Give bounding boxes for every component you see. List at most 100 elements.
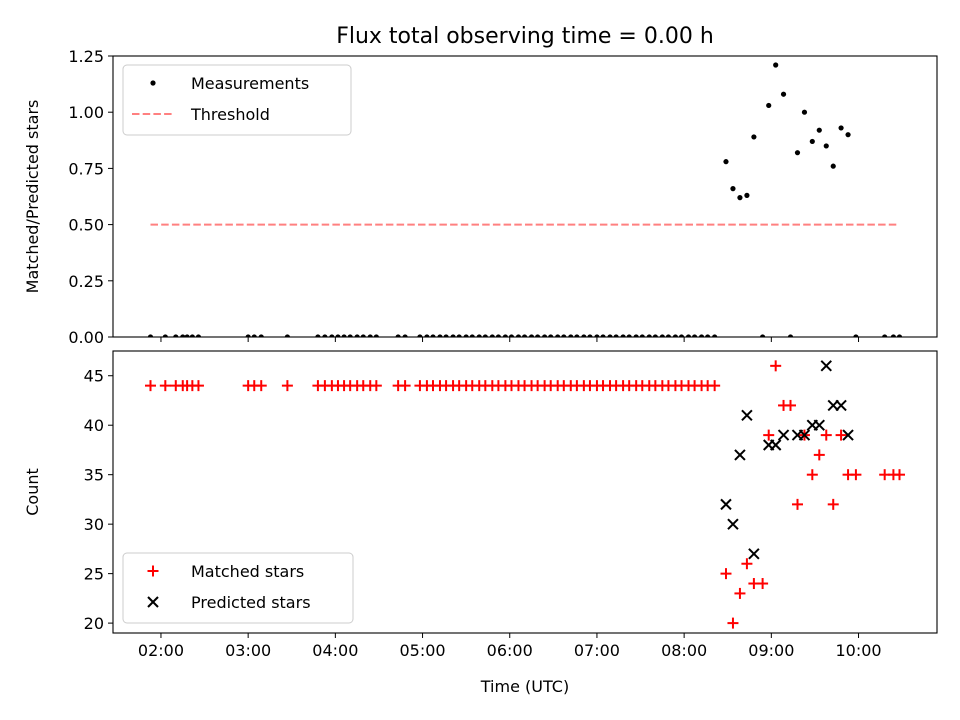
y-tick-label: 40	[84, 416, 104, 435]
data-point	[896, 334, 903, 337]
data-point	[489, 334, 495, 337]
data-point	[633, 334, 639, 337]
x-tick-label: 02:00	[138, 641, 184, 660]
data-point	[424, 334, 430, 337]
data-point	[284, 334, 290, 337]
y-tick-label: 35	[84, 466, 104, 485]
data-point	[801, 109, 808, 115]
data-point	[744, 192, 750, 198]
data-point	[463, 334, 469, 337]
data-point	[555, 334, 561, 337]
legend-box	[122, 552, 354, 624]
data-point	[430, 334, 436, 337]
data-point	[370, 380, 382, 392]
legend: Matched stars Predicted stars	[122, 552, 354, 624]
data-point	[251, 334, 257, 337]
data-point	[255, 380, 267, 392]
data-point	[816, 127, 822, 133]
data-point	[322, 334, 328, 337]
x-tick-label: 03:00	[225, 641, 271, 660]
data-point	[813, 449, 825, 461]
data-point	[705, 334, 711, 337]
data-point	[882, 334, 888, 337]
data-point	[835, 399, 847, 412]
data-point	[723, 159, 729, 165]
data-point	[476, 334, 482, 337]
data-point	[548, 334, 554, 337]
data-point	[192, 380, 204, 392]
data-point	[315, 334, 321, 337]
data-point	[830, 163, 836, 169]
data-point	[842, 429, 854, 441]
legend-label: Measurements	[191, 74, 309, 93]
x-axis-label: Time (UTC)	[480, 677, 569, 696]
data-point	[748, 548, 760, 560]
data-point	[787, 334, 794, 337]
series-matched-stars	[144, 360, 906, 629]
data-point	[727, 617, 739, 629]
data-point	[469, 334, 475, 337]
data-point	[720, 568, 732, 580]
data-point	[845, 132, 851, 138]
data-point	[450, 334, 456, 337]
data-point	[780, 91, 787, 97]
data-point	[521, 334, 528, 337]
x-tick-label: 04:00	[312, 641, 358, 660]
data-point	[515, 334, 522, 337]
data-point	[838, 125, 844, 131]
data-point	[798, 429, 811, 441]
data-point	[508, 334, 515, 337]
plot-area	[144, 360, 906, 629]
data-point	[144, 380, 156, 392]
data-point	[769, 439, 782, 451]
data-point	[698, 334, 705, 337]
series-predicted-stars	[720, 360, 854, 560]
legend-label: Matched stars	[191, 562, 304, 581]
data-point	[639, 334, 645, 337]
data-point	[600, 334, 606, 337]
data-point	[665, 334, 672, 337]
data-point	[685, 334, 692, 337]
ratio-panel: 0.00 0.25 0.50 0.75 1.00 1.25 Matched/Predicte…	[23, 47, 938, 347]
axes-frame	[112, 55, 938, 338]
data-point	[820, 429, 832, 441]
data-point	[456, 334, 462, 337]
data-point	[173, 334, 179, 337]
data-point	[402, 334, 408, 337]
data-point	[443, 334, 449, 337]
data-point	[613, 334, 619, 337]
data-point	[360, 334, 366, 337]
y-axis-label: Matched/Predicted stars	[23, 100, 42, 294]
data-point	[751, 134, 757, 140]
data-point	[335, 334, 341, 337]
data-point	[347, 334, 353, 337]
legend: Measurements Threshold	[122, 64, 352, 136]
data-point	[730, 186, 736, 192]
data-point	[395, 334, 401, 337]
data-point	[777, 429, 790, 441]
data-point	[147, 334, 154, 337]
data-point	[561, 334, 567, 337]
data-point	[827, 498, 839, 510]
y-axis-label: Count	[23, 468, 42, 516]
data-point	[853, 334, 859, 337]
data-point	[482, 334, 488, 337]
data-point	[180, 334, 186, 337]
legend-marker-swatch	[147, 596, 159, 608]
data-point	[528, 334, 535, 337]
chart-title: Flux total observing time = 0.00 h	[336, 24, 714, 49]
data-point	[820, 360, 832, 372]
data-point	[502, 334, 508, 337]
data-point	[495, 334, 502, 337]
data-point	[437, 334, 443, 337]
x-tick-label: 07:00	[574, 641, 620, 660]
legend-label: Threshold	[190, 105, 270, 124]
data-point	[691, 334, 698, 337]
data-point	[341, 334, 347, 337]
data-point	[741, 409, 753, 422]
legend-entry: Predicted stars	[147, 593, 311, 612]
data-point	[189, 334, 195, 337]
data-point	[785, 399, 797, 411]
y-tick-label: 45	[84, 367, 104, 386]
data-point	[760, 334, 766, 337]
